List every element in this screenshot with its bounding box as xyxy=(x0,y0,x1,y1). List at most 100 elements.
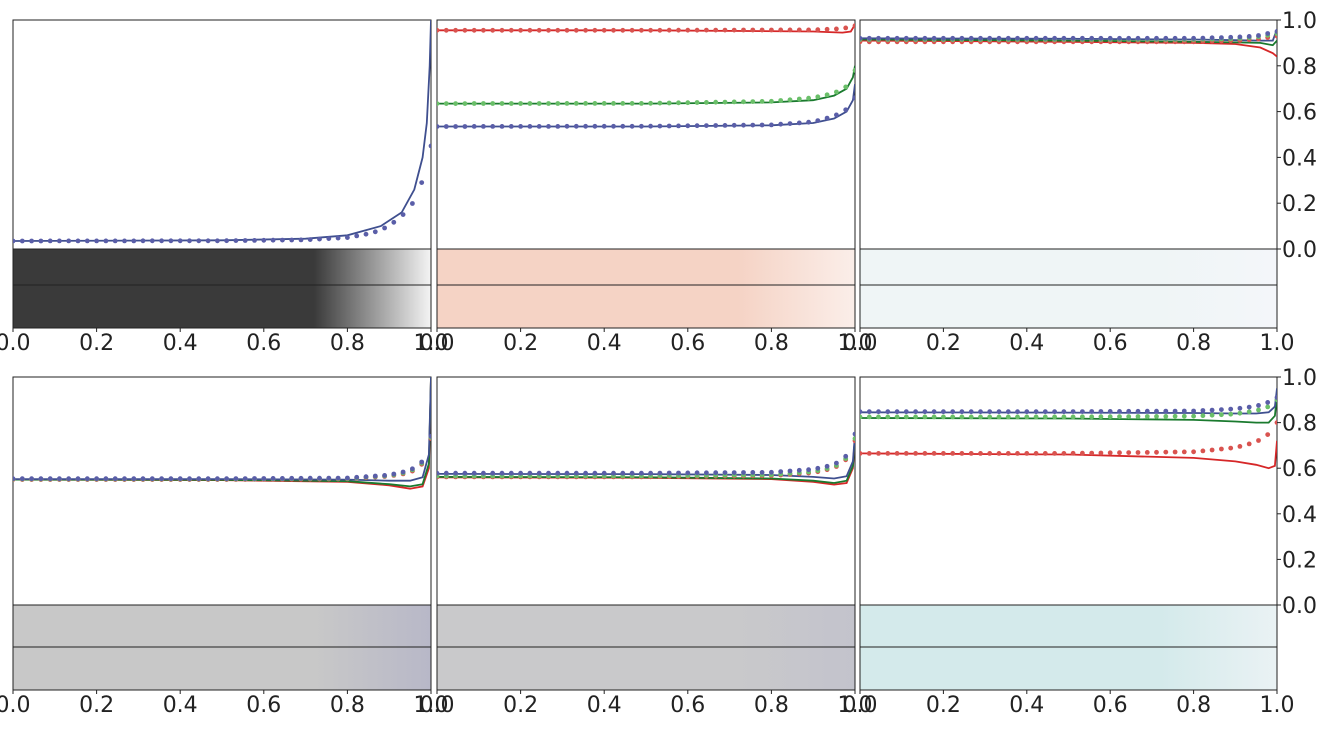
series-dot-blue xyxy=(1172,408,1178,414)
series-dot-blue xyxy=(372,473,378,479)
series-dot-green xyxy=(824,92,830,98)
series-dot-green xyxy=(978,414,983,420)
series-dot-red xyxy=(508,27,514,33)
series-dot-blue xyxy=(335,235,341,241)
series-dot-blue xyxy=(1033,35,1039,41)
series-dot-blue xyxy=(289,475,295,481)
series-dot-blue xyxy=(453,470,458,476)
series-dot-red xyxy=(713,27,719,33)
series-dot-red xyxy=(1219,446,1224,452)
series-dot-blue xyxy=(298,475,304,481)
series-dot-blue xyxy=(140,476,146,482)
x-tick-label: 0.6 xyxy=(1093,331,1128,356)
series-dot-red xyxy=(657,27,663,33)
series-dot-blue xyxy=(261,237,267,243)
series-dot-blue xyxy=(1191,408,1196,414)
series-dot-blue xyxy=(1005,409,1011,415)
series-dot-blue xyxy=(1015,35,1020,41)
series-dot-blue xyxy=(428,433,431,439)
series-dot-blue xyxy=(639,470,644,476)
series-dot-green xyxy=(1015,414,1020,420)
series-dot-blue xyxy=(573,123,579,129)
series-dot-blue xyxy=(354,233,360,239)
series-dot-red xyxy=(443,27,449,33)
series-dot-blue xyxy=(806,119,811,125)
series-dot-green xyxy=(462,101,468,106)
series-dot-blue xyxy=(47,476,53,482)
series-dot-blue xyxy=(410,466,415,472)
series-dot-red xyxy=(471,27,477,33)
series-dot-green xyxy=(1172,413,1178,419)
series-dot-blue xyxy=(876,409,881,415)
series-dot-blue xyxy=(885,35,891,41)
series-dot-green xyxy=(1126,414,1132,419)
series-dot-green xyxy=(583,101,588,106)
series-dot-blue xyxy=(233,238,239,244)
series-dot-blue xyxy=(620,470,626,476)
series-dot-blue xyxy=(66,476,72,482)
series-dot-red xyxy=(1265,432,1271,437)
series-dot-blue xyxy=(564,123,570,129)
series-dot-red xyxy=(824,26,830,32)
series-line-green xyxy=(437,436,855,484)
series-dot-green xyxy=(1042,414,1048,420)
series-dot-blue xyxy=(270,476,276,481)
series-dot-green xyxy=(1033,414,1039,420)
series-dot-blue xyxy=(242,476,248,481)
series-dot-green xyxy=(1265,404,1271,410)
series-dot-blue xyxy=(694,123,700,129)
panel-frame xyxy=(12,19,432,329)
series-dot-blue xyxy=(941,35,946,41)
series-dot-red xyxy=(1172,449,1178,455)
series-dot-blue xyxy=(834,460,839,466)
series-dot-blue xyxy=(518,470,523,476)
series-dot-blue xyxy=(453,124,458,129)
series-dot-blue xyxy=(1052,35,1057,41)
series-dot-blue xyxy=(122,476,127,482)
series-dot-blue xyxy=(676,470,681,476)
series-dot-blue xyxy=(443,124,449,129)
series-dot-blue xyxy=(252,238,257,243)
series-dot-blue xyxy=(1154,408,1159,414)
series-dot-green xyxy=(437,101,440,106)
series-line-green xyxy=(13,377,431,488)
series-dot-red xyxy=(611,27,616,33)
series-dot-blue xyxy=(307,237,313,243)
series-dot-blue xyxy=(317,236,322,242)
series-dot-blue xyxy=(959,35,965,41)
series-dot-green xyxy=(815,94,821,100)
series-dot-blue xyxy=(601,123,607,129)
series-dot-green xyxy=(536,101,542,106)
x-tick-label: 0.4 xyxy=(1009,693,1044,718)
series-dot-green xyxy=(1163,414,1169,419)
series-dot-blue xyxy=(289,237,295,243)
series-dot-blue xyxy=(1209,35,1215,41)
series-dot-blue xyxy=(950,409,956,415)
x-tick-label: 0.2 xyxy=(926,331,961,356)
series-dot-blue xyxy=(242,238,248,243)
series-dot-red xyxy=(564,27,570,33)
series-dot-red xyxy=(499,27,505,33)
series-dot-red xyxy=(1209,447,1215,453)
x-tick-label: 0.6 xyxy=(670,693,705,718)
x-tick-label: 0.8 xyxy=(330,693,365,718)
series-dot-red xyxy=(876,451,881,456)
series-dot-blue xyxy=(1107,35,1113,41)
series-dot-red xyxy=(903,451,909,456)
series-dot-blue xyxy=(508,124,514,129)
series-dot-blue xyxy=(1200,35,1206,41)
series-dot-blue xyxy=(713,123,719,128)
series-dot-red xyxy=(968,451,974,456)
series-dot-green xyxy=(1144,414,1150,419)
series-dot-green xyxy=(1107,414,1113,420)
series-dot-green xyxy=(713,99,719,105)
series-dot-blue xyxy=(1265,31,1271,36)
series-dot-green xyxy=(1070,414,1076,420)
series-dot-red xyxy=(620,27,626,33)
series-dot-red xyxy=(787,27,793,33)
series-dot-red xyxy=(536,27,542,33)
series-dot-blue xyxy=(834,112,839,118)
series-dot-blue xyxy=(843,453,849,459)
series-dot-blue xyxy=(555,470,561,476)
panel-row2-col1: 0.0 0.2 0.4 0.6 0.8 1.0 xyxy=(0,376,449,718)
